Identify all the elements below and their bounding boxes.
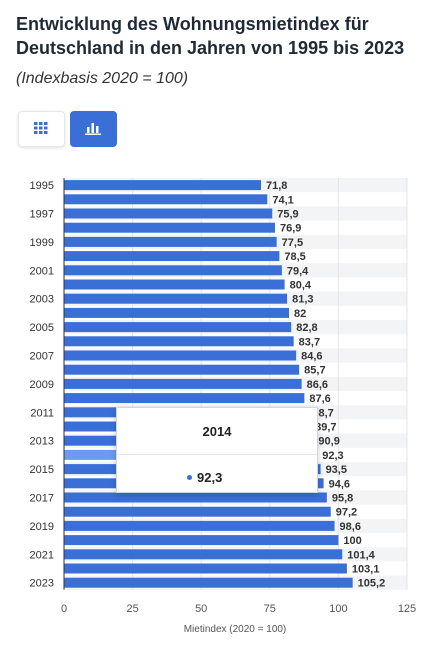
y-tick-label: 2005 (30, 322, 54, 334)
bar (64, 364, 300, 375)
y-tick-label: 2001 (30, 265, 54, 277)
bar-value-label: 93,5 (326, 464, 347, 476)
bar-value-label: 100 (343, 535, 361, 547)
y-tick-label: 2009 (30, 379, 54, 391)
y-tick-label: 2023 (30, 578, 54, 590)
bar-chart: 71,8 1995 74,1 75,9 1997 76,9 77,5 1999 78,5 79,4… (30, 178, 416, 635)
y-tick-label: 2003 (30, 294, 54, 306)
y-tick-label: 2013 (30, 436, 54, 448)
bar (64, 293, 288, 304)
bar-value-label: 105,2 (358, 578, 386, 590)
bar (64, 563, 347, 574)
bar-value-label: 82 (294, 308, 306, 320)
table-view-button[interactable] (18, 111, 65, 147)
bar-value-label: 74,1 (272, 194, 293, 206)
x-tick-label: 50 (195, 603, 207, 615)
bar-value-label: 103,1 (352, 564, 380, 576)
bar-value-label: 83,7 (299, 336, 320, 348)
y-tick-label: 2017 (30, 493, 54, 505)
bar (64, 577, 353, 588)
chart-view-button[interactable] (70, 111, 117, 147)
bar-value-label: 85,7 (304, 365, 325, 377)
bar (64, 549, 343, 560)
y-tick-label: 2007 (30, 351, 54, 363)
tooltip-series-dot (187, 475, 192, 480)
bar-value-label: 97,2 (336, 507, 357, 519)
bar (64, 222, 276, 233)
bar (64, 194, 268, 205)
bar-value-label: 92,3 (322, 450, 343, 462)
bar-value-label: 101,4 (347, 549, 375, 561)
bar (64, 378, 302, 389)
x-axis-label: Mietindex (2020 = 100) (184, 624, 287, 635)
x-tick-label: 0 (61, 603, 67, 615)
bar-value-label: 76,9 (280, 223, 301, 235)
x-tick-label: 25 (126, 603, 138, 615)
y-tick-label: 1997 (30, 209, 54, 221)
bar-value-label: 94,6 (329, 478, 350, 490)
bar (64, 492, 327, 503)
x-tick-label: 75 (264, 603, 276, 615)
y-tick-label: 2021 (30, 549, 54, 561)
bar-value-label: 90,9 (318, 436, 339, 448)
bar-value-label: 79,4 (287, 265, 309, 277)
x-tick-label: 125 (398, 603, 416, 615)
bar-value-label: 89,7 (315, 422, 336, 434)
tooltip-title: 2014 (202, 424, 232, 439)
bar (64, 251, 280, 262)
bar-value-label: 78,5 (284, 251, 305, 263)
y-tick-label: 1999 (30, 237, 54, 249)
bar (64, 307, 290, 318)
bar (64, 208, 273, 219)
bar (64, 520, 335, 531)
y-tick-label: 1995 (30, 180, 54, 192)
bar-value-label: 95,8 (332, 493, 353, 505)
x-tick-label: 100 (329, 603, 347, 615)
bar (64, 265, 282, 276)
bar-value-label: 82,8 (296, 322, 317, 334)
bar-value-label: 81,3 (292, 294, 313, 306)
bar (64, 279, 285, 290)
bar (64, 236, 277, 247)
bar-value-label: 84,6 (301, 351, 322, 363)
bar-value-label: 77,5 (282, 237, 303, 249)
bar-value-label: 80,4 (290, 280, 312, 292)
tooltip: 2014 92,3 (116, 407, 318, 493)
tooltip-value: 92,3 (197, 470, 223, 485)
bar-value-label: 71,8 (266, 180, 287, 192)
bar (64, 506, 331, 517)
chart-title: Entwicklung des Wohnungsmietindex für De… (16, 14, 405, 58)
bar (64, 350, 297, 361)
y-tick-label: 2019 (30, 521, 54, 533)
bar (64, 535, 339, 546)
bar-chart-icon (85, 123, 101, 135)
bar-value-label: 87,6 (309, 393, 330, 405)
bar-value-label: 75,9 (277, 209, 298, 221)
bar-value-label: 98,6 (340, 521, 361, 533)
bar-value-label: 86,6 (307, 379, 328, 391)
bar (64, 322, 292, 333)
table-grid-icon (34, 122, 48, 134)
bar (64, 336, 294, 347)
bar (64, 180, 262, 191)
y-tick-label: 2011 (30, 407, 54, 419)
bar (64, 393, 305, 404)
chart-subtitle: (Indexbasis 2020 = 100) (16, 70, 189, 87)
tooltip-divider (117, 454, 317, 455)
y-tick-label: 2015 (30, 464, 54, 476)
